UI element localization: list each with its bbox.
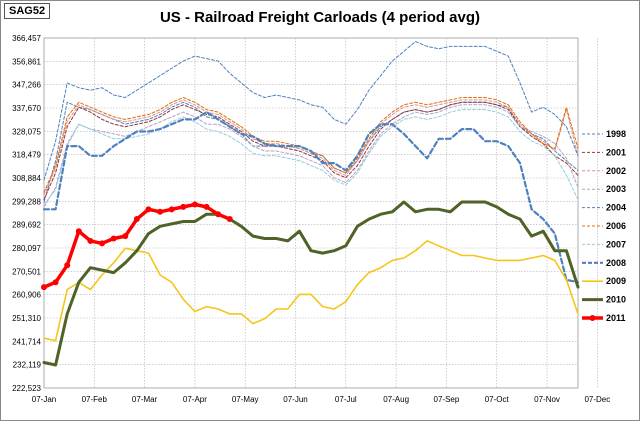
- series-point-2011: [168, 206, 175, 213]
- x-tick-label: 07-Sep: [434, 395, 460, 404]
- x-tick-label: 07-May: [232, 395, 259, 404]
- y-tick-label: 366,457: [12, 34, 41, 43]
- chart-id-badge: SAG52: [4, 3, 51, 19]
- series-point-2011: [75, 228, 82, 235]
- plot-area: [41, 41, 580, 367]
- x-tick-label: 07-Feb: [82, 395, 108, 404]
- series-point-2011: [145, 206, 152, 213]
- y-tick-label: 328,075: [12, 127, 41, 136]
- x-tick-label: 07-Dec: [584, 395, 610, 404]
- y-tick-label: 356,861: [12, 57, 41, 66]
- series-point-2011: [191, 201, 198, 208]
- y-tick-label: 241,714: [12, 337, 41, 346]
- y-tick-label: 222,523: [12, 384, 41, 393]
- series-line-2009: [43, 240, 579, 342]
- y-tick-label: 347,266: [12, 81, 41, 90]
- series-line-2002: [43, 99, 579, 196]
- legend-label-2010: 2010: [606, 295, 626, 305]
- legend-marker-2011: [589, 315, 596, 321]
- series-line-2008: [42, 110, 580, 284]
- x-tick-label: 07-Oct: [485, 395, 510, 404]
- legend-label-2011: 2011: [606, 313, 626, 323]
- legend-label-2003: 2003: [606, 184, 626, 194]
- y-tick-label: 280,097: [12, 244, 41, 253]
- x-tick-label: 07-Jul: [335, 395, 357, 404]
- series-line-2001: [43, 101, 579, 201]
- chart-title: US - Railroad Freight Carloads (4 period…: [159, 9, 481, 26]
- y-tick-label: 299,288: [12, 197, 41, 206]
- series-point-2011: [64, 262, 71, 269]
- series-point-2011: [122, 233, 129, 240]
- series-point-2011: [52, 279, 59, 286]
- series-point-2011: [41, 284, 47, 291]
- series-point-2011: [226, 216, 233, 223]
- series-point-2011: [99, 240, 106, 247]
- series-point-2011: [215, 211, 222, 218]
- y-tick-label: 337,670: [12, 104, 41, 113]
- legend-label-2009: 2009: [606, 276, 626, 286]
- series-point-2011: [180, 203, 187, 210]
- x-tick-label: 07-Jan: [32, 395, 56, 404]
- plot-border: [43, 37, 579, 389]
- legend-label-2001: 2001: [606, 147, 626, 157]
- y-tick-label: 251,310: [12, 314, 41, 323]
- x-tick-label: 07-Mar: [132, 395, 158, 404]
- legend-label-2007: 2007: [606, 239, 626, 249]
- x-axis: 07-Jan 07-Feb 07-Mar 07-Apr 07-May 07-Jun 07-J…: [32, 395, 610, 404]
- series-line-2004: [43, 41, 579, 181]
- series-point-2011: [110, 235, 117, 242]
- legend-label-2004: 2004: [606, 203, 626, 213]
- legend-label-1998: 1998: [606, 129, 626, 139]
- series-line-2010: [42, 200, 580, 367]
- y-tick-label: 260,906: [12, 291, 41, 300]
- y-tick-label: 232,119: [13, 361, 42, 370]
- y-tick-label: 270,501: [12, 267, 41, 276]
- series-line-2007: [43, 109, 579, 205]
- y-tick-label: 289,692: [12, 221, 41, 230]
- x-tick-label: 07-Nov: [534, 395, 560, 404]
- y-tick-label: 308,884: [12, 174, 41, 183]
- y-tick-label: 318,479: [12, 151, 41, 160]
- x-tick-label: 07-Aug: [383, 395, 409, 404]
- legend-label-2002: 2002: [606, 166, 626, 176]
- series-point-2011: [133, 216, 140, 223]
- x-tick-label: 07-Apr: [183, 395, 207, 404]
- legend-label-2006: 2006: [606, 221, 626, 231]
- series-point-2011: [87, 237, 94, 244]
- legend-label-2008: 2008: [606, 258, 626, 268]
- legend: 1998 2001 2002 2003 2004 2006 2007 2008 2009 2010…: [582, 129, 626, 323]
- y-axis: 366,457 356,861 347,266 337,670 328,075 318,4…: [12, 34, 41, 393]
- grid-lines: [43, 37, 598, 389]
- series-point-2011: [203, 203, 210, 210]
- x-tick-label: 07-Jun: [283, 395, 307, 404]
- series-point-2011: [157, 208, 164, 215]
